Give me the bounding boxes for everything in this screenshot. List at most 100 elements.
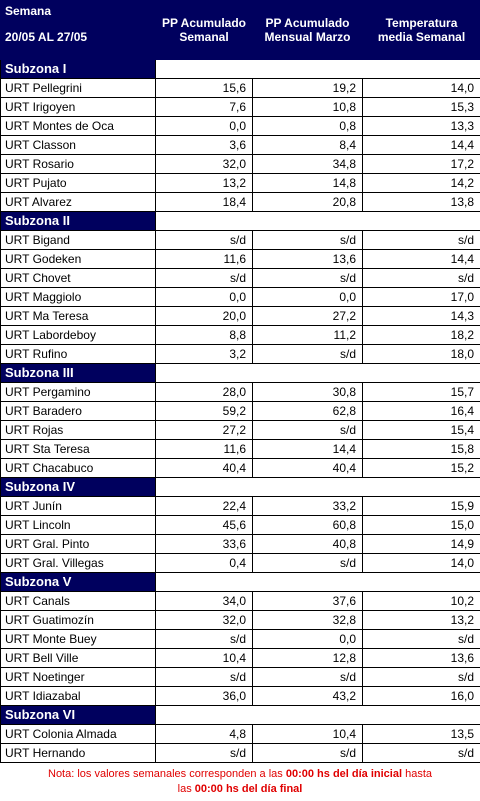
station-row: URT Godeken 11,6 13,6 14,4	[0, 249, 480, 269]
station-row: URT Classon 3,6 8,4 14,4	[0, 135, 480, 155]
value-cell: 18,4	[155, 192, 253, 212]
station-row: URT Bell Ville 10,4 12,8 13,6	[0, 648, 480, 668]
value-cell: 13,3	[362, 116, 480, 136]
value-cell: s/d	[155, 667, 253, 687]
week-cell: Semana 20/05 AL 27/05	[0, 0, 156, 60]
value-cell: 14,4	[252, 439, 363, 459]
subzone-name: Subzona II	[0, 211, 156, 231]
value-cell: 8,4	[252, 135, 363, 155]
week-title: Semana	[5, 4, 52, 18]
station-row: URT Maggiolo 0,0 0,0 17,0	[0, 287, 480, 307]
value-cell: s/d	[252, 420, 363, 440]
station-name: URT Classon	[0, 135, 156, 155]
station-row: URT Gral. Pinto 33,6 40,8 14,9	[0, 534, 480, 554]
value-cell: 27,2	[155, 420, 253, 440]
value-cell: 15,7	[362, 382, 480, 402]
value-cell: 32,0	[155, 154, 253, 174]
subzone-name: Subzona IV	[0, 477, 156, 497]
value-cell: s/d	[362, 230, 480, 250]
value-cell: 14,2	[362, 173, 480, 193]
value-cell: 13,2	[155, 173, 253, 193]
value-cell: 11,6	[155, 249, 253, 269]
station-name: URT Chacabuco	[0, 458, 156, 478]
empty-cell	[155, 363, 480, 383]
station-name: URT Hernando	[0, 743, 156, 763]
value-cell: 17,0	[362, 287, 480, 307]
subzone-name: Subzona VI	[0, 705, 156, 725]
value-cell: 14,0	[362, 78, 480, 98]
station-row: URT Baradero 59,2 62,8 16,4	[0, 401, 480, 421]
value-cell: s/d	[252, 743, 363, 763]
value-cell: 14,9	[362, 534, 480, 554]
value-cell: 13,5	[362, 724, 480, 744]
value-cell: 27,2	[252, 306, 363, 326]
value-cell: 33,2	[252, 496, 363, 516]
station-name: URT Monte Buey	[0, 629, 156, 649]
station-name: URT Maggiolo	[0, 287, 156, 307]
station-name: URT Lincoln	[0, 515, 156, 535]
value-cell: 15,0	[362, 515, 480, 535]
station-name: URT Gral. Pinto	[0, 534, 156, 554]
value-cell: 15,6	[155, 78, 253, 98]
value-cell: 59,2	[155, 401, 253, 421]
station-row: URT Pujato 13,2 14,8 14,2	[0, 173, 480, 193]
station-row: URT Chovet s/d s/d s/d	[0, 268, 480, 288]
value-cell: 32,8	[252, 610, 363, 630]
value-cell: 16,0	[362, 686, 480, 706]
station-row: URT Monte Buey s/d 0,0 s/d	[0, 629, 480, 649]
subzone-row: Subzona III	[0, 363, 480, 383]
station-name: URT Noetinger	[0, 667, 156, 687]
value-cell: 18,0	[362, 344, 480, 364]
subzone-row: Subzona V	[0, 572, 480, 592]
value-cell: 15,8	[362, 439, 480, 459]
value-cell: 13,2	[362, 610, 480, 630]
station-name: URT Guatimozín	[0, 610, 156, 630]
value-cell: 3,2	[155, 344, 253, 364]
value-cell: 14,4	[362, 135, 480, 155]
column-header: Temperatura media Semanal	[362, 0, 480, 60]
value-cell: s/d	[362, 268, 480, 288]
note-text: Nota: los valores semanales corresponden…	[48, 768, 286, 780]
station-name: URT Junín	[0, 496, 156, 516]
value-cell: 20,8	[252, 192, 363, 212]
value-cell: 13,6	[252, 249, 363, 269]
station-row: URT Rosario 32,0 34,8 17,2	[0, 154, 480, 174]
station-name: URT Idiazabal	[0, 686, 156, 706]
subzone-row: Subzona VI	[0, 705, 480, 725]
station-name: URT Rojas	[0, 420, 156, 440]
value-cell: 0,4	[155, 553, 253, 573]
station-row: URT Irigoyen 7,6 10,8 15,3	[0, 97, 480, 117]
station-row: URT Montes de Oca 0,0 0,8 13,3	[0, 116, 480, 136]
rain-table: Semana 20/05 AL 27/05 PP Acumulado Seman…	[0, 0, 480, 763]
station-name: URT Rosario	[0, 154, 156, 174]
header-row: Semana 20/05 AL 27/05 PP Acumulado Seman…	[0, 0, 480, 60]
value-cell: 45,6	[155, 515, 253, 535]
value-cell: 14,0	[362, 553, 480, 573]
note-emphasis: 00:00 hs del día final	[194, 783, 303, 795]
station-name: URT Ma Teresa	[0, 306, 156, 326]
value-cell: 0,0	[155, 116, 253, 136]
empty-cell	[155, 705, 480, 725]
station-row: URT Chacabuco 40,4 40,4 15,2	[0, 458, 480, 478]
value-cell: 7,6	[155, 97, 253, 117]
value-cell: 43,2	[252, 686, 363, 706]
station-name: URT Bigand	[0, 230, 156, 250]
value-cell: 0,0	[155, 287, 253, 307]
value-cell: s/d	[155, 629, 253, 649]
value-cell: 0,8	[252, 116, 363, 136]
station-row: URT Bigand s/d s/d s/d	[0, 230, 480, 250]
station-row: URT Guatimozín 32,0 32,8 13,2	[0, 610, 480, 630]
value-cell: 62,8	[252, 401, 363, 421]
station-name: URT Chovet	[0, 268, 156, 288]
value-cell: 28,0	[155, 382, 253, 402]
station-name: URT Pergamino	[0, 382, 156, 402]
value-cell: 32,0	[155, 610, 253, 630]
value-cell: 14,3	[362, 306, 480, 326]
value-cell: 4,8	[155, 724, 253, 744]
value-cell: 3,6	[155, 135, 253, 155]
note-text: las	[177, 783, 195, 795]
value-cell: s/d	[252, 230, 363, 250]
value-cell: s/d	[252, 344, 363, 364]
station-row: URT Ma Teresa 20,0 27,2 14,3	[0, 306, 480, 326]
